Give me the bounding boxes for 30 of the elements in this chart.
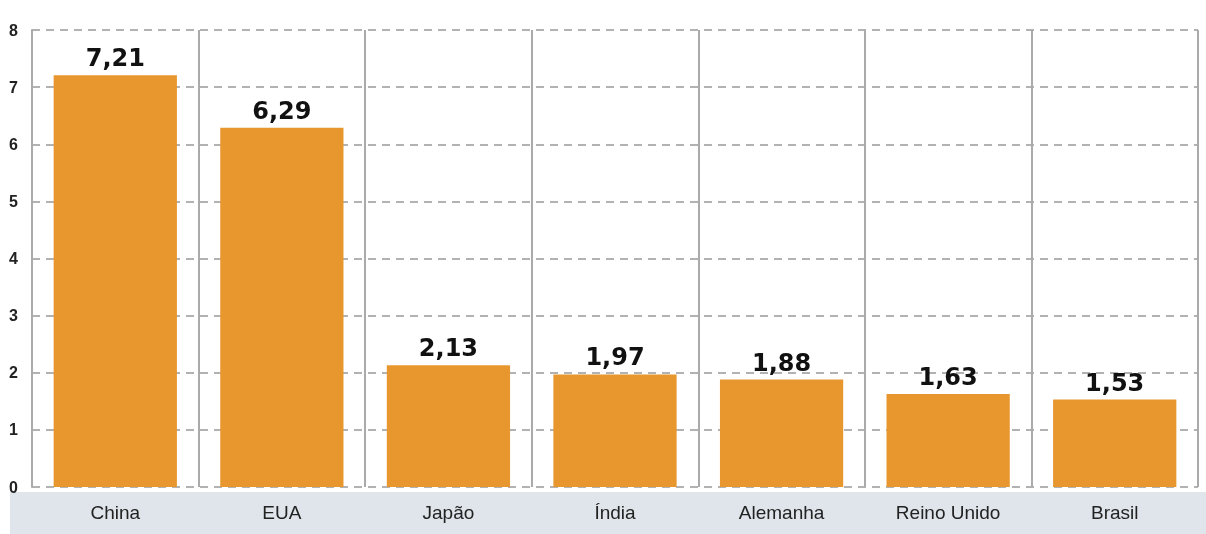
bar bbox=[719, 379, 844, 487]
y-tick-label: 1 bbox=[9, 421, 19, 439]
x-tick-label: Japão bbox=[422, 502, 475, 523]
y-tick-label: 3 bbox=[9, 307, 19, 325]
y-tick-label: 6 bbox=[9, 135, 19, 153]
data-label: 1,53 bbox=[1085, 368, 1145, 397]
y-tick-label: 2 bbox=[9, 364, 19, 382]
y-tick-label: 0 bbox=[9, 478, 19, 496]
bar bbox=[886, 393, 1010, 487]
data-label: 1,63 bbox=[918, 362, 978, 391]
x-tick-label: Reino Unido bbox=[895, 502, 1001, 523]
data-label: 6,29 bbox=[252, 96, 312, 125]
y-tick-label: 7 bbox=[9, 78, 19, 96]
bar bbox=[53, 75, 177, 487]
bar bbox=[553, 374, 677, 487]
y-tick-label: 8 bbox=[9, 21, 19, 39]
bar bbox=[220, 127, 344, 487]
x-tick-label: Alemanha bbox=[738, 502, 825, 523]
data-label: 7,21 bbox=[85, 44, 145, 73]
x-tick-label: Brasil bbox=[1090, 502, 1139, 523]
data-label: 1,97 bbox=[585, 343, 645, 372]
y-tick-label: 5 bbox=[9, 192, 19, 210]
data-label: 2,13 bbox=[418, 334, 479, 363]
y-tick-label: 4 bbox=[9, 250, 19, 267]
bar bbox=[1053, 399, 1177, 487]
x-tick-label: Índia bbox=[594, 502, 637, 523]
bar bbox=[386, 365, 511, 487]
x-tick-label: China bbox=[90, 502, 141, 523]
x-tick-label: EUA bbox=[262, 502, 302, 523]
data-label: 1,88 bbox=[751, 348, 812, 377]
